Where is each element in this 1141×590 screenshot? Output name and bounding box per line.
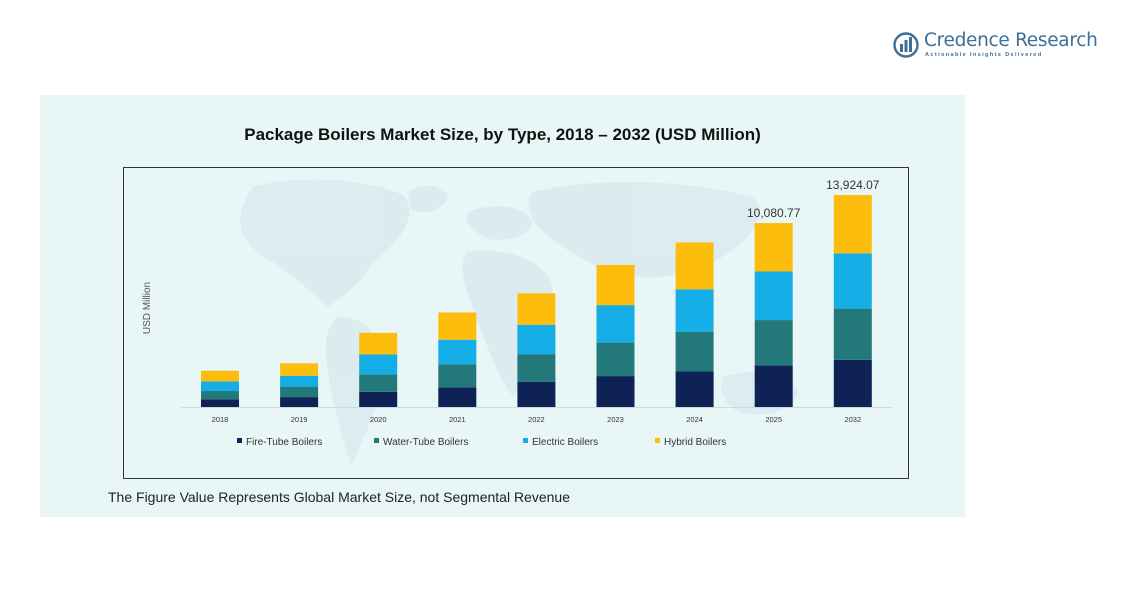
bar-segment-electric-boilers-2019 — [280, 375, 319, 387]
bar-segment-water-tube-boilers-2022 — [517, 354, 556, 382]
y-axis-label: USD Million — [142, 282, 153, 334]
x-tick-label: 2025 — [765, 415, 782, 424]
bar-segment-hybrid-boilers-2021 — [438, 312, 477, 340]
x-tick-label: 2021 — [449, 415, 466, 424]
brand-tagline: Actionable Insights Delivered — [925, 52, 1043, 58]
bar-segment-fire-tube-boilers-2021 — [438, 387, 477, 407]
bar-segment-fire-tube-boilers-2019 — [280, 397, 319, 407]
bar-segment-hybrid-boilers-2020 — [359, 332, 398, 355]
bar-segment-water-tube-boilers-2025 — [754, 320, 793, 366]
bar-segment-fire-tube-boilers-2022 — [517, 381, 556, 407]
legend-item: Hybrid Boilers — [655, 437, 726, 448]
legend-swatch — [655, 438, 660, 443]
bar-segment-fire-tube-boilers-2024 — [675, 371, 714, 407]
legend-label: Water-Tube Boilers — [383, 437, 469, 448]
x-tick-label: 2018 — [212, 415, 229, 424]
brand-name: Credence Research — [924, 30, 1098, 51]
bar-segment-electric-boilers-2021 — [438, 339, 477, 365]
chart-footnote: The Figure Value Represents Global Marke… — [108, 489, 570, 505]
bar-segment-water-tube-boilers-2018 — [201, 391, 239, 400]
legend-item: Water-Tube Boilers — [374, 437, 468, 448]
plot-area-frame — [123, 167, 909, 479]
x-tick-label: 2023 — [607, 415, 624, 424]
x-tick-label: 2022 — [528, 415, 545, 424]
bar-segment-electric-boilers-2023 — [596, 305, 635, 343]
bar-segment-water-tube-boilers-2019 — [280, 386, 319, 398]
bar-segment-fire-tube-boilers-2023 — [596, 376, 635, 407]
bar-segment-hybrid-boilers-2024 — [675, 242, 714, 290]
bar-segment-water-tube-boilers-2021 — [438, 364, 477, 388]
brand-logo: Credence Research Actionable Insights De… — [893, 30, 1098, 64]
bar-segment-electric-boilers-2024 — [675, 289, 714, 332]
legend-item: Electric Boilers — [523, 437, 598, 448]
bar-segment-fire-tube-boilers-2020 — [359, 391, 398, 407]
credence-logo-icon — [893, 32, 919, 58]
bar-segment-hybrid-boilers-2019 — [280, 363, 319, 376]
bar-segment-hybrid-boilers-2023 — [596, 264, 635, 306]
x-tick-label: 2024 — [686, 415, 703, 424]
legend-label: Electric Boilers — [532, 437, 599, 448]
bar-segment-fire-tube-boilers-2025 — [754, 365, 793, 407]
bar-segment-water-tube-boilers-2024 — [675, 331, 714, 372]
data-label-total: 13,924.07 — [826, 178, 880, 192]
bar-segment-water-tube-boilers-2020 — [359, 374, 398, 392]
legend-label: Fire-Tube Boilers — [246, 437, 323, 448]
data-label-total: 10,080.77 — [747, 206, 801, 220]
bar-segment-fire-tube-boilers-2018 — [201, 399, 239, 407]
x-tick-label: 2019 — [291, 415, 308, 424]
chart-title: Package Boilers Market Size, by Type, 20… — [244, 125, 761, 144]
bar-segment-hybrid-boilers-2025 — [754, 223, 793, 272]
legend-item: Fire-Tube Boilers — [237, 437, 322, 448]
x-tick-label: 2032 — [844, 415, 861, 424]
bar-segment-electric-boilers-2032 — [833, 253, 872, 309]
x-tick-label: 2020 — [370, 415, 387, 424]
bar-segment-water-tube-boilers-2023 — [596, 342, 635, 377]
bar-segment-electric-boilers-2018 — [201, 381, 239, 392]
bar-segment-electric-boilers-2020 — [359, 354, 398, 375]
bar-segment-hybrid-boilers-2032 — [833, 195, 872, 254]
bar-segment-water-tube-boilers-2032 — [833, 308, 872, 360]
legend-swatch — [237, 438, 242, 443]
bar-segment-hybrid-boilers-2022 — [517, 293, 556, 325]
bar-segment-electric-boilers-2025 — [754, 271, 793, 321]
legend-swatch — [523, 438, 528, 443]
bar-segment-fire-tube-boilers-2032 — [833, 359, 872, 407]
legend-swatch — [374, 438, 379, 443]
bar-segment-electric-boilers-2022 — [517, 324, 556, 355]
bar-segment-hybrid-boilers-2018 — [201, 370, 239, 382]
legend-label: Hybrid Boilers — [664, 437, 727, 448]
